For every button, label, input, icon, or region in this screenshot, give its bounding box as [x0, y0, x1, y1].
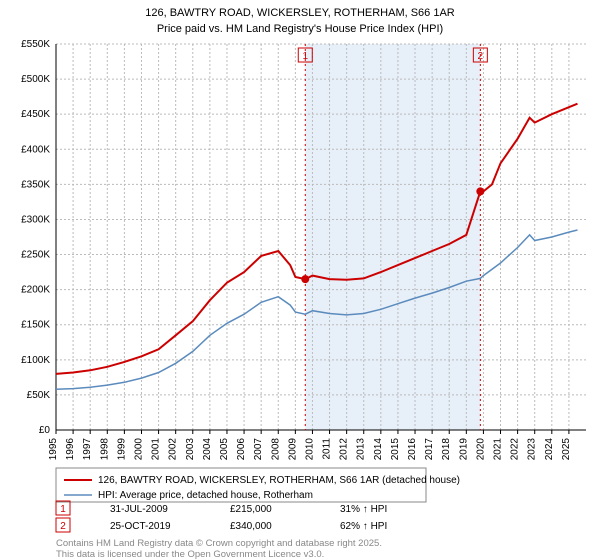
- footer-line2: This data is licensed under the Open Gov…: [56, 549, 324, 560]
- x-tick-label: 1997: [82, 438, 93, 461]
- sale-marker-number: 2: [478, 51, 484, 62]
- sale-price: £215,000: [230, 504, 272, 515]
- y-tick-label: £200K: [21, 285, 50, 296]
- y-tick-label: £0: [39, 425, 51, 436]
- x-tick-label: 1996: [65, 438, 76, 461]
- x-tick-label: 2025: [561, 438, 572, 461]
- sale-price: £340,000: [230, 521, 272, 532]
- sale-marker-number: 1: [302, 51, 308, 62]
- x-tick-label: 2023: [527, 438, 538, 461]
- y-tick-label: £100K: [21, 355, 50, 366]
- chart-title-line2: Price paid vs. HM Land Registry's House …: [157, 23, 443, 35]
- price-chart: 126, BAWTRY ROAD, WICKERSLEY, ROTHERHAM,…: [0, 0, 600, 560]
- sale-hpi-delta: 31% ↑ HPI: [340, 504, 387, 515]
- x-tick-label: 2003: [185, 438, 196, 461]
- legend-label: HPI: Average price, detached house, Roth…: [98, 490, 313, 501]
- x-tick-label: 1998: [99, 438, 110, 461]
- x-tick-label: 2016: [407, 438, 418, 461]
- x-tick-label: 2019: [458, 438, 469, 461]
- x-tick-label: 2001: [151, 438, 162, 461]
- sale-date: 25-OCT-2019: [110, 521, 171, 532]
- x-tick-label: 2021: [493, 438, 504, 461]
- x-tick-label: 2022: [510, 438, 521, 461]
- x-tick-label: 2020: [475, 438, 486, 461]
- y-tick-label: £300K: [21, 214, 50, 225]
- x-tick-label: 2013: [356, 438, 367, 461]
- x-tick-label: 2002: [168, 438, 179, 461]
- shaded-region: [305, 44, 480, 430]
- y-tick-label: £550K: [21, 39, 50, 50]
- x-tick-label: 2006: [236, 438, 247, 461]
- x-tick-label: 2005: [219, 438, 230, 461]
- x-tick-label: 2024: [544, 438, 555, 461]
- y-tick-label: £450K: [21, 109, 50, 120]
- y-tick-label: £350K: [21, 179, 50, 190]
- x-tick-label: 2018: [441, 438, 452, 461]
- table-marker-number: 2: [60, 521, 66, 532]
- y-tick-label: £250K: [21, 250, 50, 261]
- y-tick-label: £150K: [21, 320, 50, 331]
- y-tick-label: £500K: [21, 74, 50, 85]
- table-marker-number: 1: [60, 504, 66, 515]
- footer-line1: Contains HM Land Registry data © Crown c…: [56, 538, 382, 549]
- x-tick-label: 2007: [253, 438, 264, 461]
- x-tick-label: 2015: [390, 438, 401, 461]
- x-tick-label: 2008: [270, 438, 281, 461]
- x-tick-label: 2017: [424, 438, 435, 461]
- x-tick-label: 1995: [48, 438, 59, 461]
- chart-title-line1: 126, BAWTRY ROAD, WICKERSLEY, ROTHERHAM,…: [145, 7, 455, 19]
- x-tick-label: 2000: [133, 438, 144, 461]
- x-tick-label: 1999: [116, 438, 127, 461]
- x-tick-label: 2010: [304, 438, 315, 461]
- sale-hpi-delta: 62% ↑ HPI: [340, 521, 387, 532]
- x-tick-label: 2009: [287, 438, 298, 461]
- y-tick-label: £50K: [27, 390, 51, 401]
- x-tick-label: 2012: [339, 438, 350, 461]
- x-tick-label: 2011: [322, 438, 333, 460]
- legend-label: 126, BAWTRY ROAD, WICKERSLEY, ROTHERHAM,…: [98, 475, 460, 486]
- y-tick-label: £400K: [21, 144, 50, 155]
- x-tick-label: 2014: [373, 438, 384, 461]
- x-tick-label: 2004: [202, 438, 213, 461]
- sale-date: 31-JUL-2009: [110, 504, 168, 515]
